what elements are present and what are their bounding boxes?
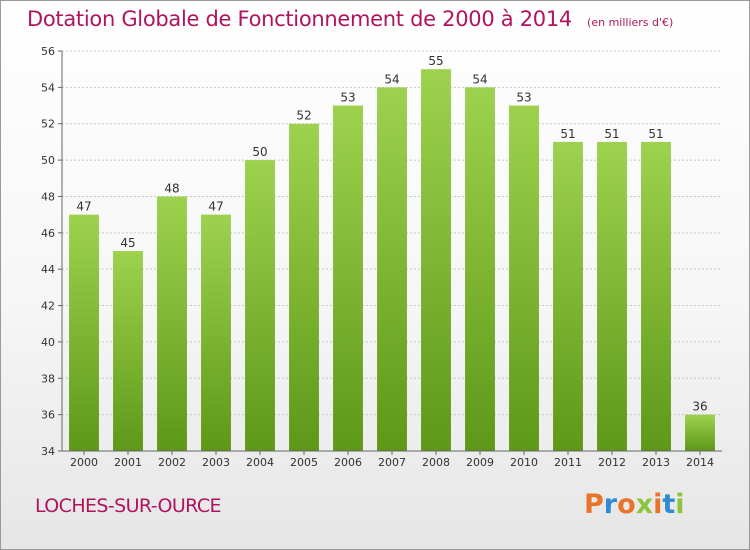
y-tick-label: 50	[41, 154, 55, 167]
x-tick-label-2011: 2011	[554, 456, 582, 469]
x-tick-label-2001: 2001	[114, 456, 142, 469]
logo-letter: i	[675, 489, 685, 520]
x-tick-label-2005: 2005	[290, 456, 318, 469]
logo-letter: x	[635, 489, 654, 520]
y-tick-label: 38	[41, 372, 55, 385]
logo-letter: r	[603, 489, 618, 520]
data-label-2011: 51	[560, 127, 575, 141]
bar-2005	[289, 123, 319, 452]
chart-subtitle: (en milliers d'€)	[587, 16, 674, 29]
data-label-2006: 53	[340, 91, 355, 105]
x-tick-label-2002: 2002	[158, 456, 186, 469]
proxiti-logo: Proxiti	[584, 489, 685, 520]
commune-name: LOCHES-SUR-OURCE	[35, 495, 222, 517]
x-tick-label-2007: 2007	[378, 456, 406, 469]
y-tick-label: 34	[41, 445, 55, 458]
bar-2002	[157, 196, 187, 451]
bar-2009	[465, 87, 495, 451]
data-label-2001: 45	[120, 236, 135, 250]
bar-2001	[113, 251, 143, 451]
data-label-2003: 47	[208, 200, 223, 214]
data-label-2007: 54	[384, 72, 399, 86]
bar-2006	[333, 105, 363, 451]
bar-2000	[69, 214, 99, 451]
data-label-2013: 51	[648, 127, 663, 141]
logo-letter: P	[584, 489, 604, 520]
label-layer: 47 45 48 47 50 52 53 54 55 54 53 51 51 51 36	[76, 54, 707, 413]
data-label-2012: 51	[604, 127, 619, 141]
logo-letter: o	[617, 489, 636, 520]
data-label-2002: 48	[164, 181, 179, 195]
x-tick-label-2012: 2012	[598, 456, 626, 469]
x-tick-label-2000: 2000	[70, 456, 98, 469]
data-label-2000: 47	[76, 200, 91, 214]
bar-2014	[685, 414, 715, 451]
x-tick-label-2004: 2004	[246, 456, 274, 469]
x-tick-label-2003: 2003	[202, 456, 230, 469]
y-tick-label: 52	[41, 118, 55, 131]
chart-title: Dotation Globale de Fonctionnement de 20…	[27, 7, 572, 31]
data-label-2009: 54	[472, 72, 487, 86]
data-label-2008: 55	[428, 54, 443, 68]
title-row: Dotation Globale de Fonctionnement de 20…	[27, 7, 673, 31]
x-tick-label-2014: 2014	[686, 456, 714, 469]
data-label-2004: 50	[252, 145, 267, 159]
y-tick-label: 54	[41, 81, 55, 94]
y-tick-label: 36	[41, 409, 55, 422]
data-label-2005: 52	[296, 109, 311, 123]
bar-2008	[421, 69, 451, 451]
y-tick-label: 46	[41, 227, 55, 240]
bar-2003	[201, 214, 231, 451]
bar-2011	[553, 141, 583, 451]
x-tick-label-2010: 2010	[510, 456, 538, 469]
y-tick-label: 42	[41, 300, 55, 313]
bar-layer	[69, 69, 715, 452]
y-tick-label: 44	[41, 263, 55, 276]
logo-letter: i	[653, 489, 663, 520]
x-tick-label-2013: 2013	[642, 456, 670, 469]
x-tick-label-2009: 2009	[466, 456, 494, 469]
x-tick-label-2006: 2006	[334, 456, 362, 469]
bar-2007	[377, 87, 407, 451]
axis-layer: 34 36 38 40 42 44 46 48 50 52 54 56 2000 2001 2002 2003…	[41, 45, 722, 469]
data-label-2014: 36	[692, 400, 707, 414]
bar-2012	[597, 141, 627, 451]
y-tick-label: 48	[41, 190, 55, 203]
bar-2010	[509, 105, 539, 451]
bar-2013	[641, 141, 671, 451]
y-tick-label: 40	[41, 336, 55, 349]
logo-letter: t	[662, 489, 676, 520]
data-label-2010: 53	[516, 91, 531, 105]
y-tick-label: 56	[41, 45, 55, 58]
x-tick-label-2008: 2008	[422, 456, 450, 469]
bar-2004	[245, 160, 275, 451]
